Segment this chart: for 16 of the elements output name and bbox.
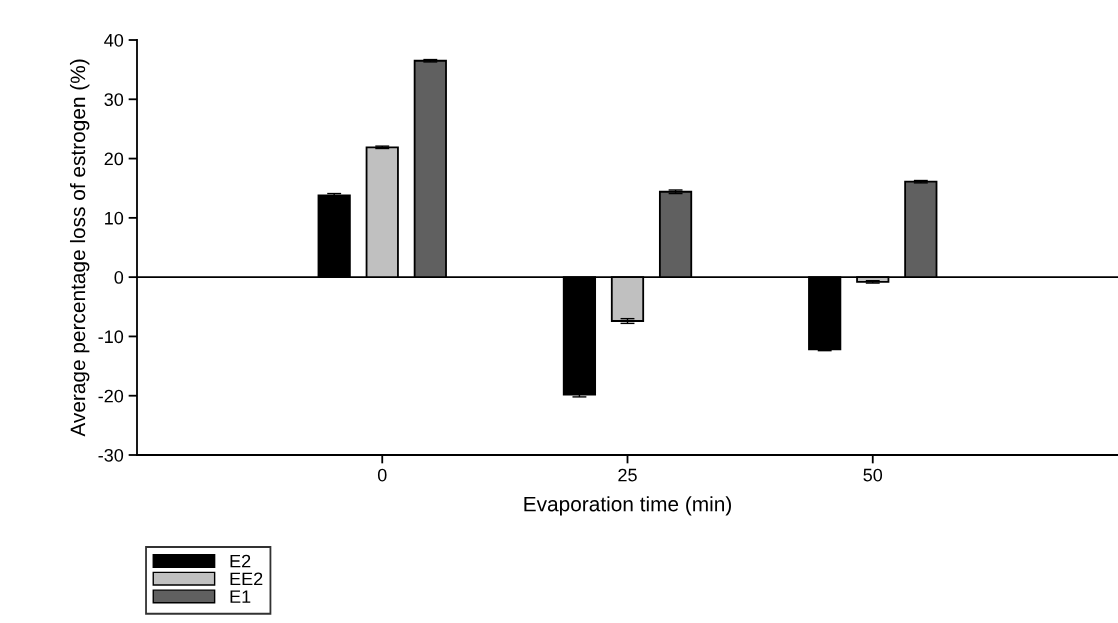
x-tick-label: 25 [618, 468, 637, 482]
legend-label: E2 [230, 554, 251, 568]
y-axis-title: Average percentage loss of estrogen (%) [69, 59, 90, 437]
legend-label: E1 [230, 590, 251, 603]
y-tick-label: -30 [98, 448, 124, 462]
y-tick-label: 0 [114, 271, 124, 284]
x-axis-title: Evaporation time (min) [524, 496, 731, 516]
x-tick-label: 0 [377, 468, 387, 482]
legend-label: EE2 [230, 572, 263, 586]
x-tick-label: 50 [863, 468, 883, 482]
y-tick-label: -20 [98, 389, 124, 403]
y-tick-label: 40 [104, 33, 124, 47]
y-tick-label: 10 [105, 211, 124, 225]
y-tick-label: 30 [104, 93, 124, 107]
y-tick-label: -10 [98, 330, 124, 344]
y-tick-label: 20 [104, 152, 124, 166]
